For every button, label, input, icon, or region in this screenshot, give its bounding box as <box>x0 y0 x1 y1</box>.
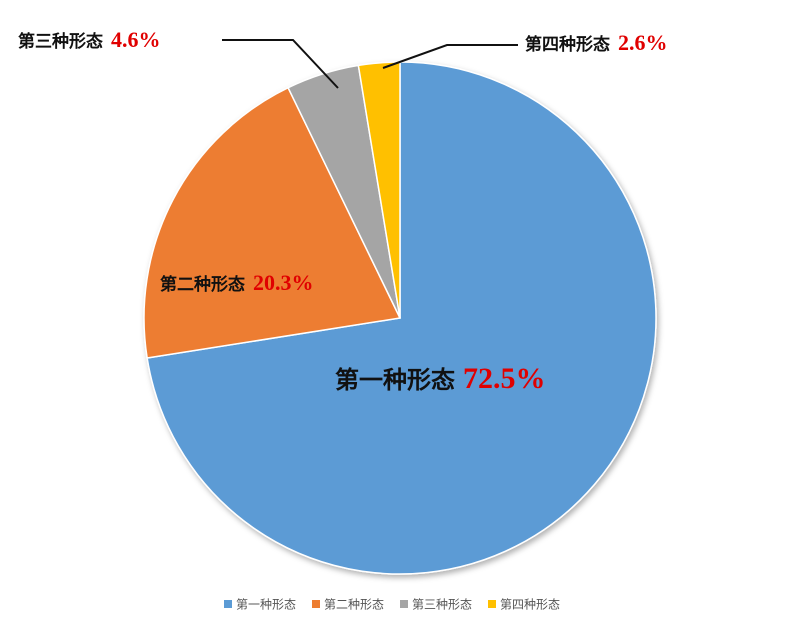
data-label-category: 第三种形态 <box>18 31 103 52</box>
data-label-value: 72.5% <box>463 362 546 395</box>
legend-swatch <box>224 600 232 608</box>
pie-slice <box>143 86 402 359</box>
data-label-value: 20.3% <box>253 270 314 295</box>
data-label-category: 第一种形态 <box>335 366 455 394</box>
legend-swatch <box>400 600 408 608</box>
data-label: 第三种形态 4.6% <box>18 27 161 52</box>
legend-label: 第三种形态 <box>412 598 472 612</box>
legend-label: 第一种形态 <box>236 598 296 612</box>
data-label-category: 第四种形态 <box>525 34 610 55</box>
legend-swatch <box>488 600 496 608</box>
pie-slice <box>146 61 657 575</box>
data-label: 第二种形态 20.3% <box>160 270 314 295</box>
data-label: 第四种形态 2.6% <box>525 30 668 55</box>
pie <box>143 61 657 575</box>
data-label-value: 2.6% <box>618 30 668 55</box>
legend-label: 第四种形态 <box>500 598 560 612</box>
leader-line <box>382 44 518 69</box>
data-label: 第一种形态 72.5% <box>335 362 546 395</box>
leader-line <box>222 39 339 89</box>
legend-swatch <box>312 600 320 608</box>
data-label-category: 第二种形态 <box>160 274 245 295</box>
data-label-value: 4.6% <box>111 27 161 52</box>
legend-label: 第二种形态 <box>324 598 384 612</box>
